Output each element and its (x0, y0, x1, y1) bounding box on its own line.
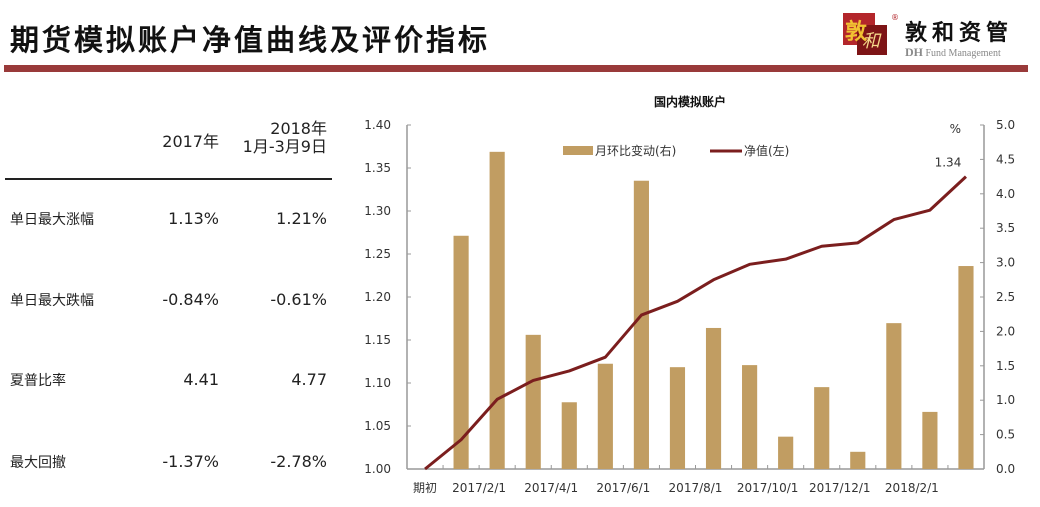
table-row: 夏普比率 4.41 4.77 (5, 370, 332, 390)
right-axis-tick-label: 3.0 (996, 256, 1015, 270)
left-axis-tick-label: 1.15 (364, 333, 391, 347)
left-axis-tick-label: 1.30 (364, 204, 391, 218)
right-axis-tick-label: 5.0 (996, 118, 1015, 132)
logo-name-en: DH Fund Management (905, 45, 1001, 60)
table-row: 单日最大跌幅 -0.84% -0.61% (5, 290, 332, 310)
bar (489, 151, 505, 469)
logo-name-cn: 敦和资管 (905, 20, 1014, 46)
bar (453, 235, 469, 469)
bar (705, 327, 722, 469)
logo-name-en-bold: DH (905, 45, 923, 59)
x-axis-tick-label: 2017/4/1 (524, 481, 578, 495)
right-axis-tick-label: 1.5 (996, 359, 1015, 373)
chart-legend: 月环比变动(右) 净值(左) (563, 143, 789, 158)
row-label: 最大回撤 (10, 455, 66, 471)
right-axis-tick-label: 4.5 (996, 152, 1015, 166)
nav-line (424, 175, 967, 471)
value-2017: -1.37% (162, 452, 219, 471)
column-header-2018-year: 2018年 (270, 119, 327, 138)
right-axis-tick-label: 2.5 (996, 290, 1015, 304)
logo-mark-char-1: 敦 (845, 19, 868, 45)
right-axis-tick-label: 4.0 (996, 187, 1015, 201)
logo-name-en-text: Fund Management (925, 48, 1001, 59)
data-label-final-nav: 1.34 (935, 156, 962, 170)
column-header-2018: 2018年 1月-3月9日 (243, 120, 327, 156)
value-2017: -0.84% (162, 290, 219, 309)
bar (742, 365, 758, 469)
value-2018: 1.21% (276, 209, 327, 228)
right-axis-tick-label: 0.5 (996, 428, 1015, 442)
value-2017: 4.41 (183, 370, 219, 389)
logo-mark-dark-box (857, 25, 887, 55)
value-2018: -0.61% (270, 290, 327, 309)
right-axis-tick-label: 0.0 (996, 462, 1015, 476)
bar (525, 334, 541, 469)
left-axis-tick-label: 1.10 (364, 376, 391, 390)
right-axis-tick-label: 2.0 (996, 324, 1015, 338)
bar (922, 411, 938, 469)
left-axis-tick-label: 1.40 (364, 118, 391, 132)
header-rule (4, 65, 1028, 72)
bar (633, 180, 649, 469)
value-2018: -2.78% (270, 452, 327, 471)
column-header-2018-range: 1月-3月9日 (242, 137, 327, 156)
row-label: 夏普比率 (10, 373, 66, 389)
right-axis-tick-label: 3.5 (996, 221, 1015, 235)
line-series (424, 175, 967, 471)
right-axis-unit: % (950, 122, 961, 136)
bar (850, 451, 866, 469)
bar (669, 367, 686, 469)
value-2017: 1.13% (168, 209, 219, 228)
bar (814, 387, 830, 469)
x-axis-tick-label: 期初 (413, 481, 437, 495)
left-axis-tick-label: 1.05 (364, 419, 391, 433)
x-axis-tick-label: 2017/8/1 (669, 481, 723, 495)
value-2018: 4.77 (291, 370, 327, 389)
company-logo: 敦 和 ® 敦和资管 DH Fund Management (843, 13, 1033, 59)
legend-label-line: 净值(左) (744, 143, 789, 158)
x-axis-tick-label: 2017/12/1 (809, 481, 871, 495)
row-label: 单日最大涨幅 (10, 212, 94, 228)
bar-series (453, 151, 974, 469)
x-axis-tick-label: 2017/6/1 (596, 481, 650, 495)
left-axis-tick-label: 1.25 (364, 247, 391, 261)
logo-mark-char-2: 和 (862, 31, 880, 52)
x-axis-tick-label: 2018/2/1 (885, 481, 939, 495)
x-axis-tick-label: 2017/2/1 (452, 481, 506, 495)
axis-labels: 1.00 1.05 1.10 1.15 1.20 1.25 1.30 1.35 1.40 0.0 0… (364, 118, 1015, 495)
chart-title: 国内模拟账户 (654, 94, 726, 109)
nav-chart: 国内模拟账户 月环比变动(右) 净值(左) 1.001.051.101.151.… (364, 94, 1015, 495)
bar (958, 266, 974, 469)
table-row: 单日最大涨幅 1.13% 1.21% (5, 209, 332, 229)
row-label: 单日最大跌幅 (10, 293, 94, 309)
page-title: 期货模拟账户净值曲线及评价指标 (10, 23, 491, 57)
x-axis-tick-label: 2017/10/1 (737, 481, 799, 495)
left-axis-tick-label: 1.00 (364, 462, 391, 476)
table-header: 2017年 2018年 1月-3月9日 (5, 110, 332, 180)
left-axis-tick-label: 1.20 (364, 290, 391, 304)
bar (561, 402, 577, 469)
table-row: 最大回撤 -1.37% -2.78% (5, 452, 332, 472)
legend-label-bar: 月环比变动(右) (595, 143, 676, 158)
bar (886, 323, 902, 469)
registered-icon: ® (891, 13, 899, 22)
legend-swatch-bar (563, 146, 593, 155)
left-axis-tick-label: 1.35 (364, 161, 391, 175)
right-axis-tick-label: 1.0 (996, 393, 1015, 407)
column-header-2017: 2017年 (162, 132, 219, 151)
bar (778, 436, 794, 469)
bar (597, 363, 613, 469)
